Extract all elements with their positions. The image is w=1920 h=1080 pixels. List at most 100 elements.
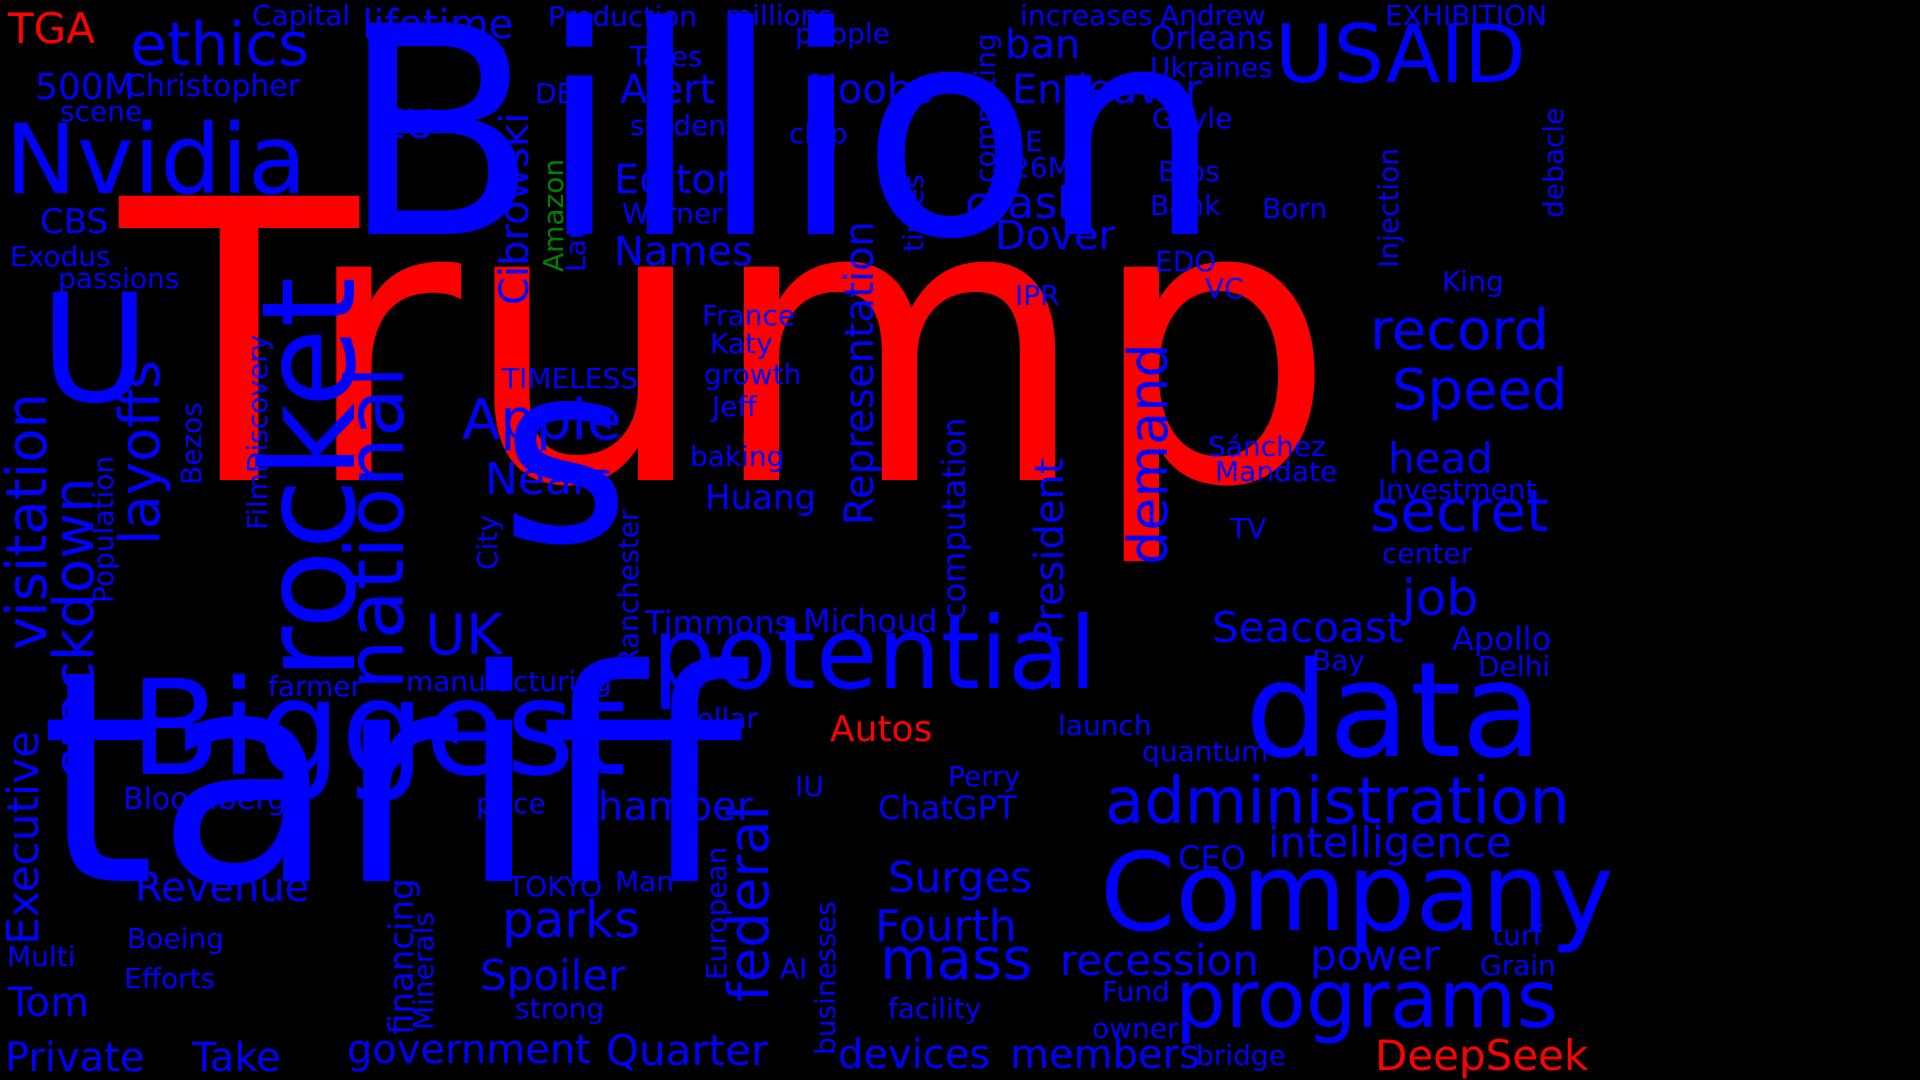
word-executive: Executive: [0, 730, 49, 945]
word-fourth: Fourth: [875, 901, 1017, 952]
word-eu: EU: [380, 102, 435, 148]
word-lifetime: lifetime: [362, 2, 514, 48]
word-tv: TV: [1230, 512, 1267, 545]
word-injection: Injection: [1372, 147, 1405, 268]
word-layoffs: layoffs: [108, 359, 173, 545]
word-chip: chip: [789, 117, 848, 150]
word-bay: Bay: [1312, 644, 1365, 677]
word-ethics: ethics: [130, 10, 310, 80]
word-26m: 26M: [1012, 151, 1072, 184]
word-private: Private: [5, 1035, 145, 1080]
word-students: students: [630, 109, 752, 142]
word-computing: computing: [969, 33, 1002, 183]
word-investment: Investment: [1378, 473, 1537, 506]
word-intelligence: intelligence: [1268, 818, 1512, 867]
word-baking: baking: [690, 440, 785, 473]
word-autos: TGA: [8, 4, 95, 53]
word-quarter: Quarter: [606, 1026, 769, 1075]
word-population: Population: [87, 455, 120, 603]
word-tokyo: TOKYO: [508, 870, 603, 903]
word-revenue: Revenue: [135, 865, 310, 911]
word-representation: Representation: [837, 221, 883, 525]
word-ukraines: Ukraines: [1150, 51, 1273, 84]
word-usaid: USAID: [1275, 8, 1526, 101]
word-company: Company: [1100, 831, 1614, 956]
word-cbs: CBS: [40, 202, 109, 242]
word-bridge: bridge: [1196, 1039, 1286, 1072]
word-scene: scene: [60, 95, 143, 128]
word-owner: owner: [1092, 1012, 1179, 1045]
word-launch: launch: [1058, 709, 1152, 742]
word-increases: increases: [1020, 0, 1153, 32]
word-amazon: Amazon: [537, 158, 570, 272]
word-turf: turf: [1492, 919, 1543, 952]
word-names: Names: [614, 229, 753, 275]
word-gayle: Gayle: [1152, 102, 1233, 135]
word-perry: Perry: [948, 760, 1021, 793]
word-500m: 500M: [35, 67, 135, 108]
word-data: data: [1245, 634, 1543, 788]
word-take: Take: [192, 1035, 281, 1080]
word-center: center: [1382, 537, 1473, 570]
word-capital: Capital: [252, 0, 351, 32]
word-administration: administration: [1105, 765, 1570, 839]
word-production: Production: [548, 0, 697, 33]
word-power: power: [1310, 931, 1440, 980]
word-orleans: Orleans: [1150, 19, 1274, 57]
word-fedpoint: DeepSeek: [1375, 1031, 1589, 1080]
word-dei: DEI: [535, 77, 583, 110]
word-editor: Editor: [614, 157, 733, 203]
word-tom: Tom: [8, 980, 90, 1026]
word-secret: secret: [1370, 477, 1549, 545]
word-mass: mass: [880, 925, 1033, 993]
word-bezos: Bezos: [175, 402, 208, 485]
word-fustcharles: Autos: [830, 709, 933, 750]
word-millions: millions: [725, 0, 833, 32]
word-boeing: Boeing: [127, 922, 224, 955]
word-computation: computation: [935, 417, 973, 620]
word-warner: Warner: [622, 197, 723, 230]
word-record: record: [1370, 298, 1549, 363]
word-chatgpt: ChatGPT: [878, 789, 1017, 827]
word-farmer: farmer: [268, 670, 363, 703]
word-timeless: TIMELESS: [502, 362, 639, 395]
word-biggest: Biggest: [130, 652, 627, 806]
word-president: President: [1027, 458, 1073, 645]
word-ipr: IPR: [1015, 279, 1060, 312]
word-businesses: businesses: [809, 901, 842, 1055]
word-surges: Surges: [888, 853, 1033, 902]
word-e: E: [1025, 125, 1043, 158]
word-demand: demand: [1117, 343, 1180, 565]
word-sanchez: Sánchez: [1208, 430, 1326, 463]
word-timmons: Timmons: [645, 604, 792, 642]
word-france: France: [702, 299, 796, 332]
word-european: European: [700, 846, 733, 980]
word-s: s: [500, 309, 631, 600]
word-andrew: Andrew: [1160, 0, 1266, 32]
word-head: head: [1388, 434, 1493, 483]
word-debacle: debacle: [1537, 107, 1570, 218]
word-passions: passions: [58, 262, 180, 295]
word-noobs: Noobs: [808, 67, 934, 113]
word-tates: Tates: [630, 40, 703, 73]
word-potential: potential: [652, 595, 1097, 712]
word-endeavor: Endeavor: [1012, 67, 1202, 113]
word-jeff: Jeff: [712, 390, 757, 423]
word-devices: devices: [838, 1032, 991, 1078]
word-alert: Alert: [620, 67, 716, 113]
word-u: U: [40, 263, 150, 437]
word-michoud: Michoud: [803, 602, 938, 640]
word-dollar: Dollar: [675, 702, 758, 735]
word-spoiler: Spoiler: [480, 951, 626, 1000]
word-trump: Trump: [120, 118, 1336, 572]
word-programs: programs: [1175, 953, 1559, 1046]
word-exodus: Exodus: [10, 240, 111, 273]
word-minerals: Minerals: [407, 912, 440, 1030]
word-ban: ban: [1005, 22, 1081, 68]
word-huang: Huang: [705, 478, 817, 518]
word-bank: Bank: [1150, 189, 1221, 222]
word-katy: Katy: [710, 327, 773, 360]
word-man: Man: [615, 865, 675, 898]
word-times: times: [897, 174, 930, 252]
